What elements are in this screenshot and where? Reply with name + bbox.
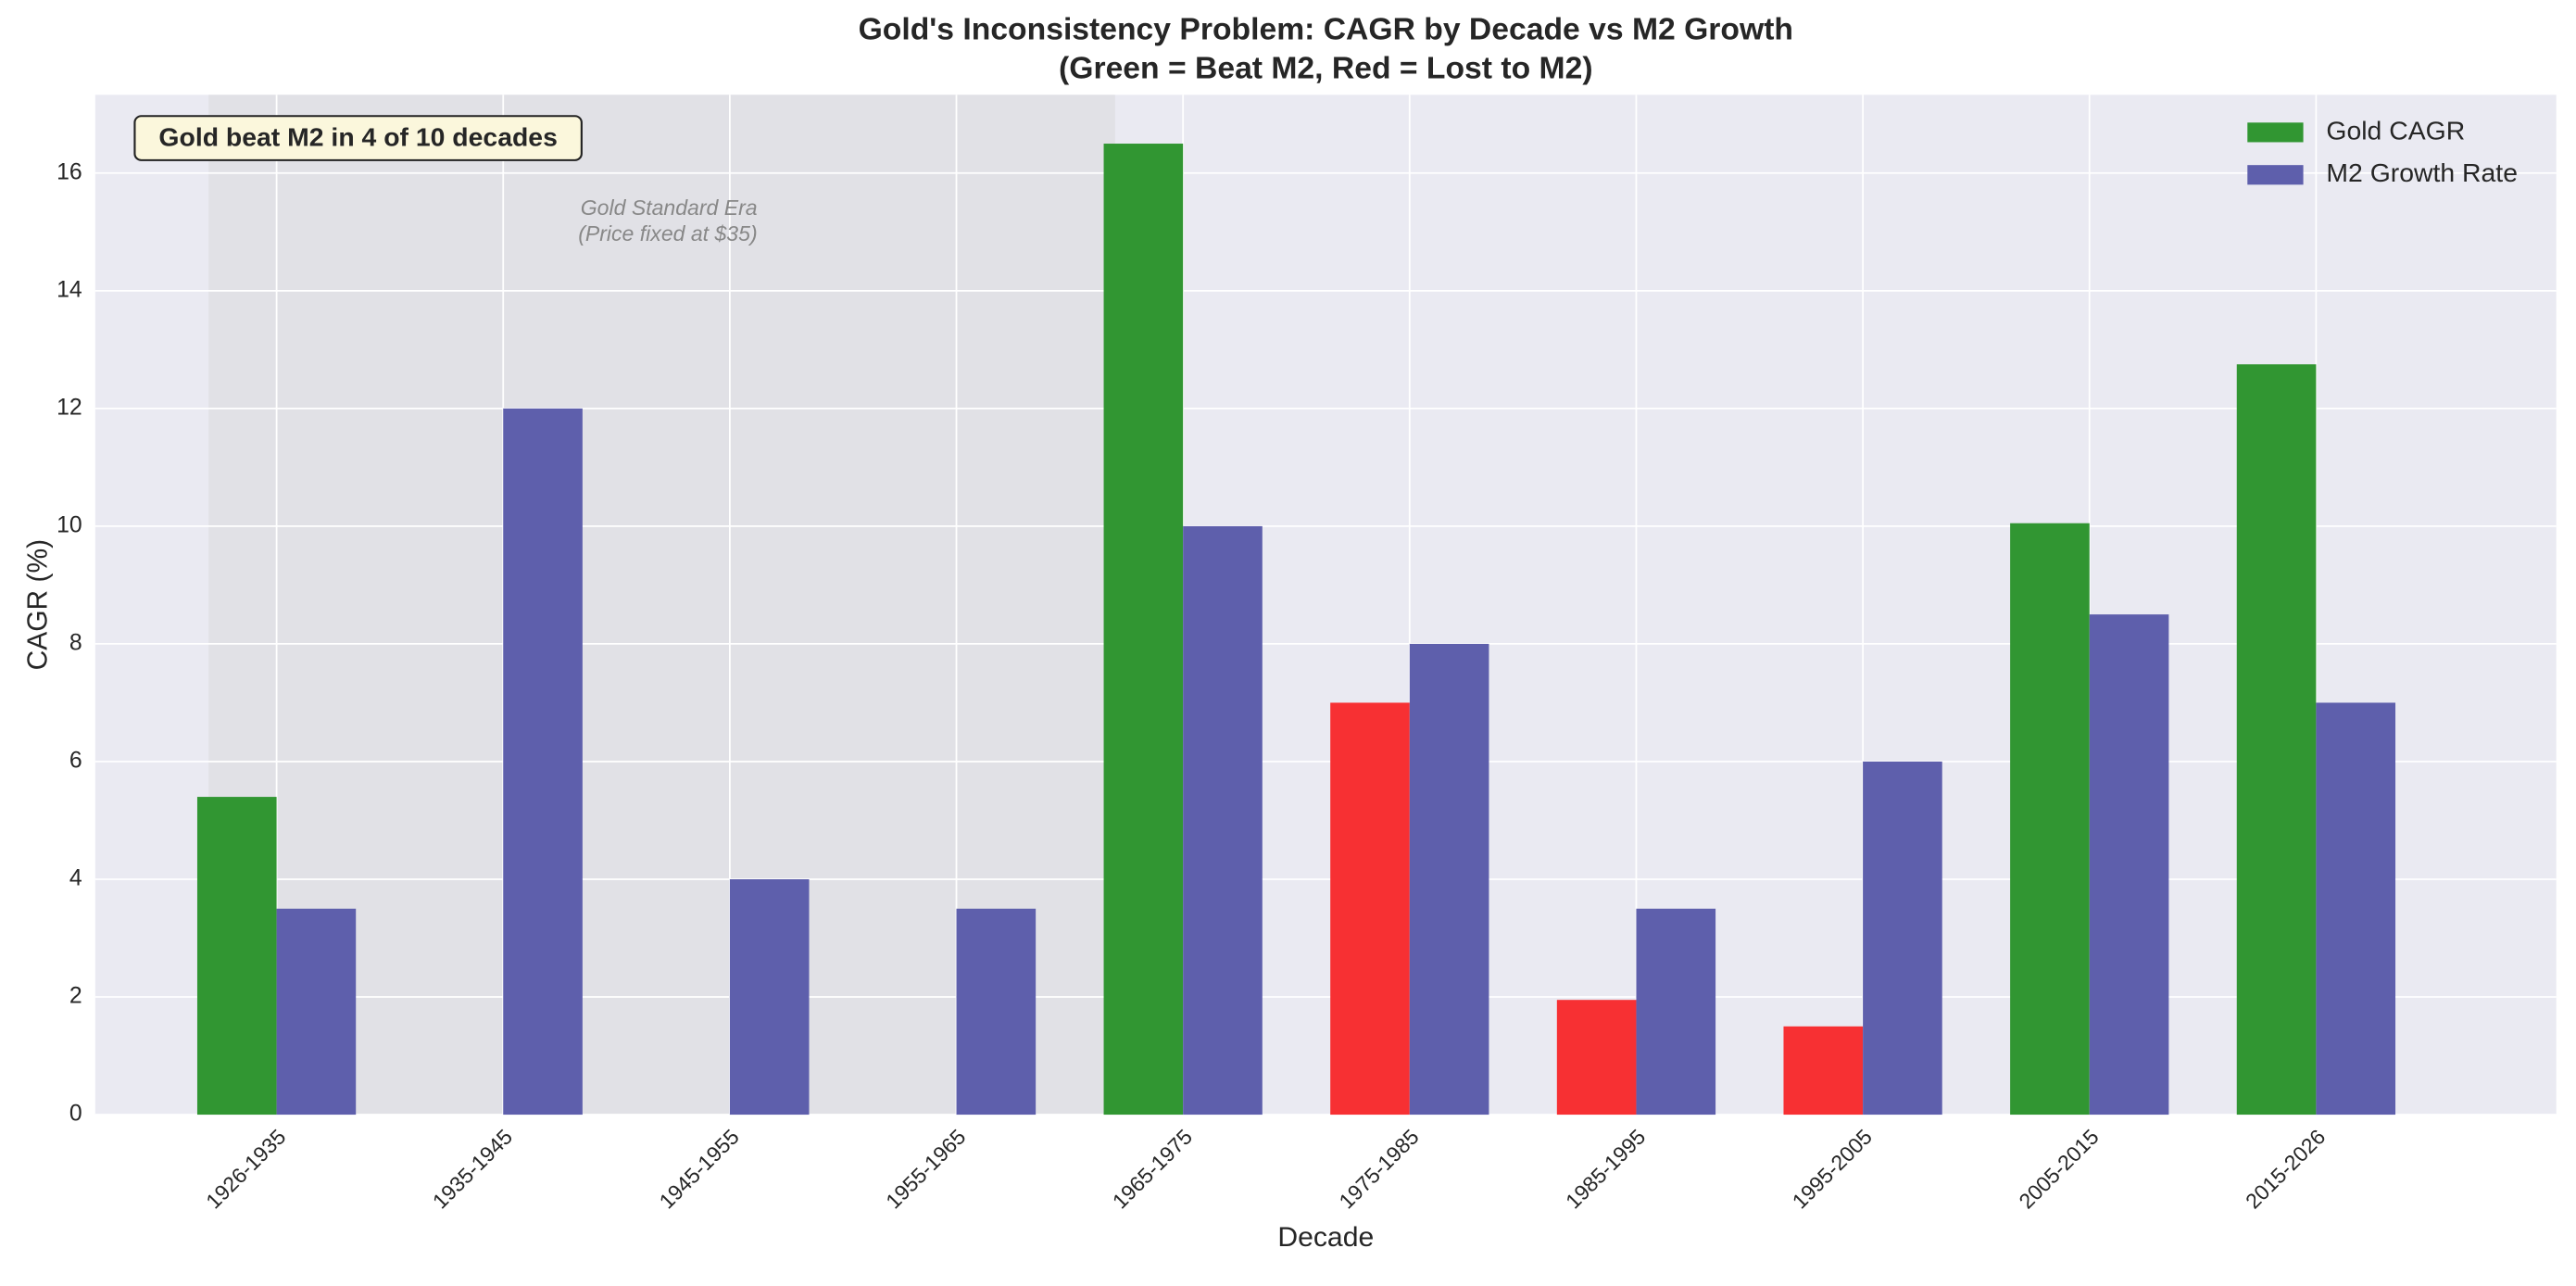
x-tick-label: 1975-1985 xyxy=(1334,1125,1423,1214)
x-tick-label: 1926-1935 xyxy=(201,1125,290,1214)
bar xyxy=(1409,643,1489,1116)
bar xyxy=(2316,702,2396,1116)
legend-swatch xyxy=(2247,165,2304,185)
x-tick-label: 1955-1965 xyxy=(881,1125,970,1214)
bar xyxy=(2089,614,2169,1116)
bar xyxy=(729,878,810,1116)
annotation: Gold beat M2 in 4 of 10 decades xyxy=(158,121,557,151)
y-tick-label: 6 xyxy=(69,749,82,774)
y-axis-label: CAGR (%) xyxy=(22,539,53,671)
bar xyxy=(1863,761,1942,1116)
y-tick-label: 8 xyxy=(69,631,82,656)
x-tick-label: 1985-1995 xyxy=(1561,1125,1650,1214)
shaded-label: (Price fixed at $35) xyxy=(578,221,757,246)
annotation-box xyxy=(133,115,583,161)
bar xyxy=(196,797,277,1116)
y-tick-label: 2 xyxy=(69,984,82,1009)
legend-label: M2 Growth Rate xyxy=(2326,158,2518,187)
bar xyxy=(1330,702,1410,1116)
x-tick-label: 1935-1945 xyxy=(428,1125,517,1214)
y-tick-label: 0 xyxy=(69,1102,82,1127)
y-tick-label: 10 xyxy=(57,512,82,537)
bar xyxy=(1783,1026,1864,1116)
chart-subtitle: (Green = Beat M2, Red = Lost to M2) xyxy=(1059,52,1592,86)
bar xyxy=(1183,525,1263,1116)
x-tick-label: 1945-1955 xyxy=(654,1125,743,1214)
x-tick-label: 1965-1975 xyxy=(1108,1125,1197,1214)
bar xyxy=(2236,364,2317,1116)
bar xyxy=(1556,1000,1637,1116)
y-tick-label: 16 xyxy=(57,159,82,184)
y-tick-label: 12 xyxy=(57,395,82,420)
x-tick-label: 1995-2005 xyxy=(1788,1125,1877,1214)
bar xyxy=(503,408,583,1116)
bar xyxy=(1636,908,1716,1116)
x-tick-label: 2005-2015 xyxy=(2014,1125,2103,1214)
bar xyxy=(1103,144,1184,1116)
y-tick-label: 4 xyxy=(69,866,82,891)
legend-swatch xyxy=(2247,122,2304,143)
x-axis-label: Decade xyxy=(1277,1222,1374,1253)
shaded-label: Gold Standard Era xyxy=(581,195,758,220)
bar xyxy=(956,908,1037,1116)
bar xyxy=(276,908,357,1116)
y-tick-label: 14 xyxy=(57,277,82,302)
legend-label: Gold CAGR xyxy=(2326,115,2465,145)
x-tick-label: 2015-2026 xyxy=(2241,1125,2330,1214)
bar xyxy=(2010,523,2090,1116)
chart-title: Gold's Inconsistency Problem: CAGR by De… xyxy=(859,12,1793,46)
